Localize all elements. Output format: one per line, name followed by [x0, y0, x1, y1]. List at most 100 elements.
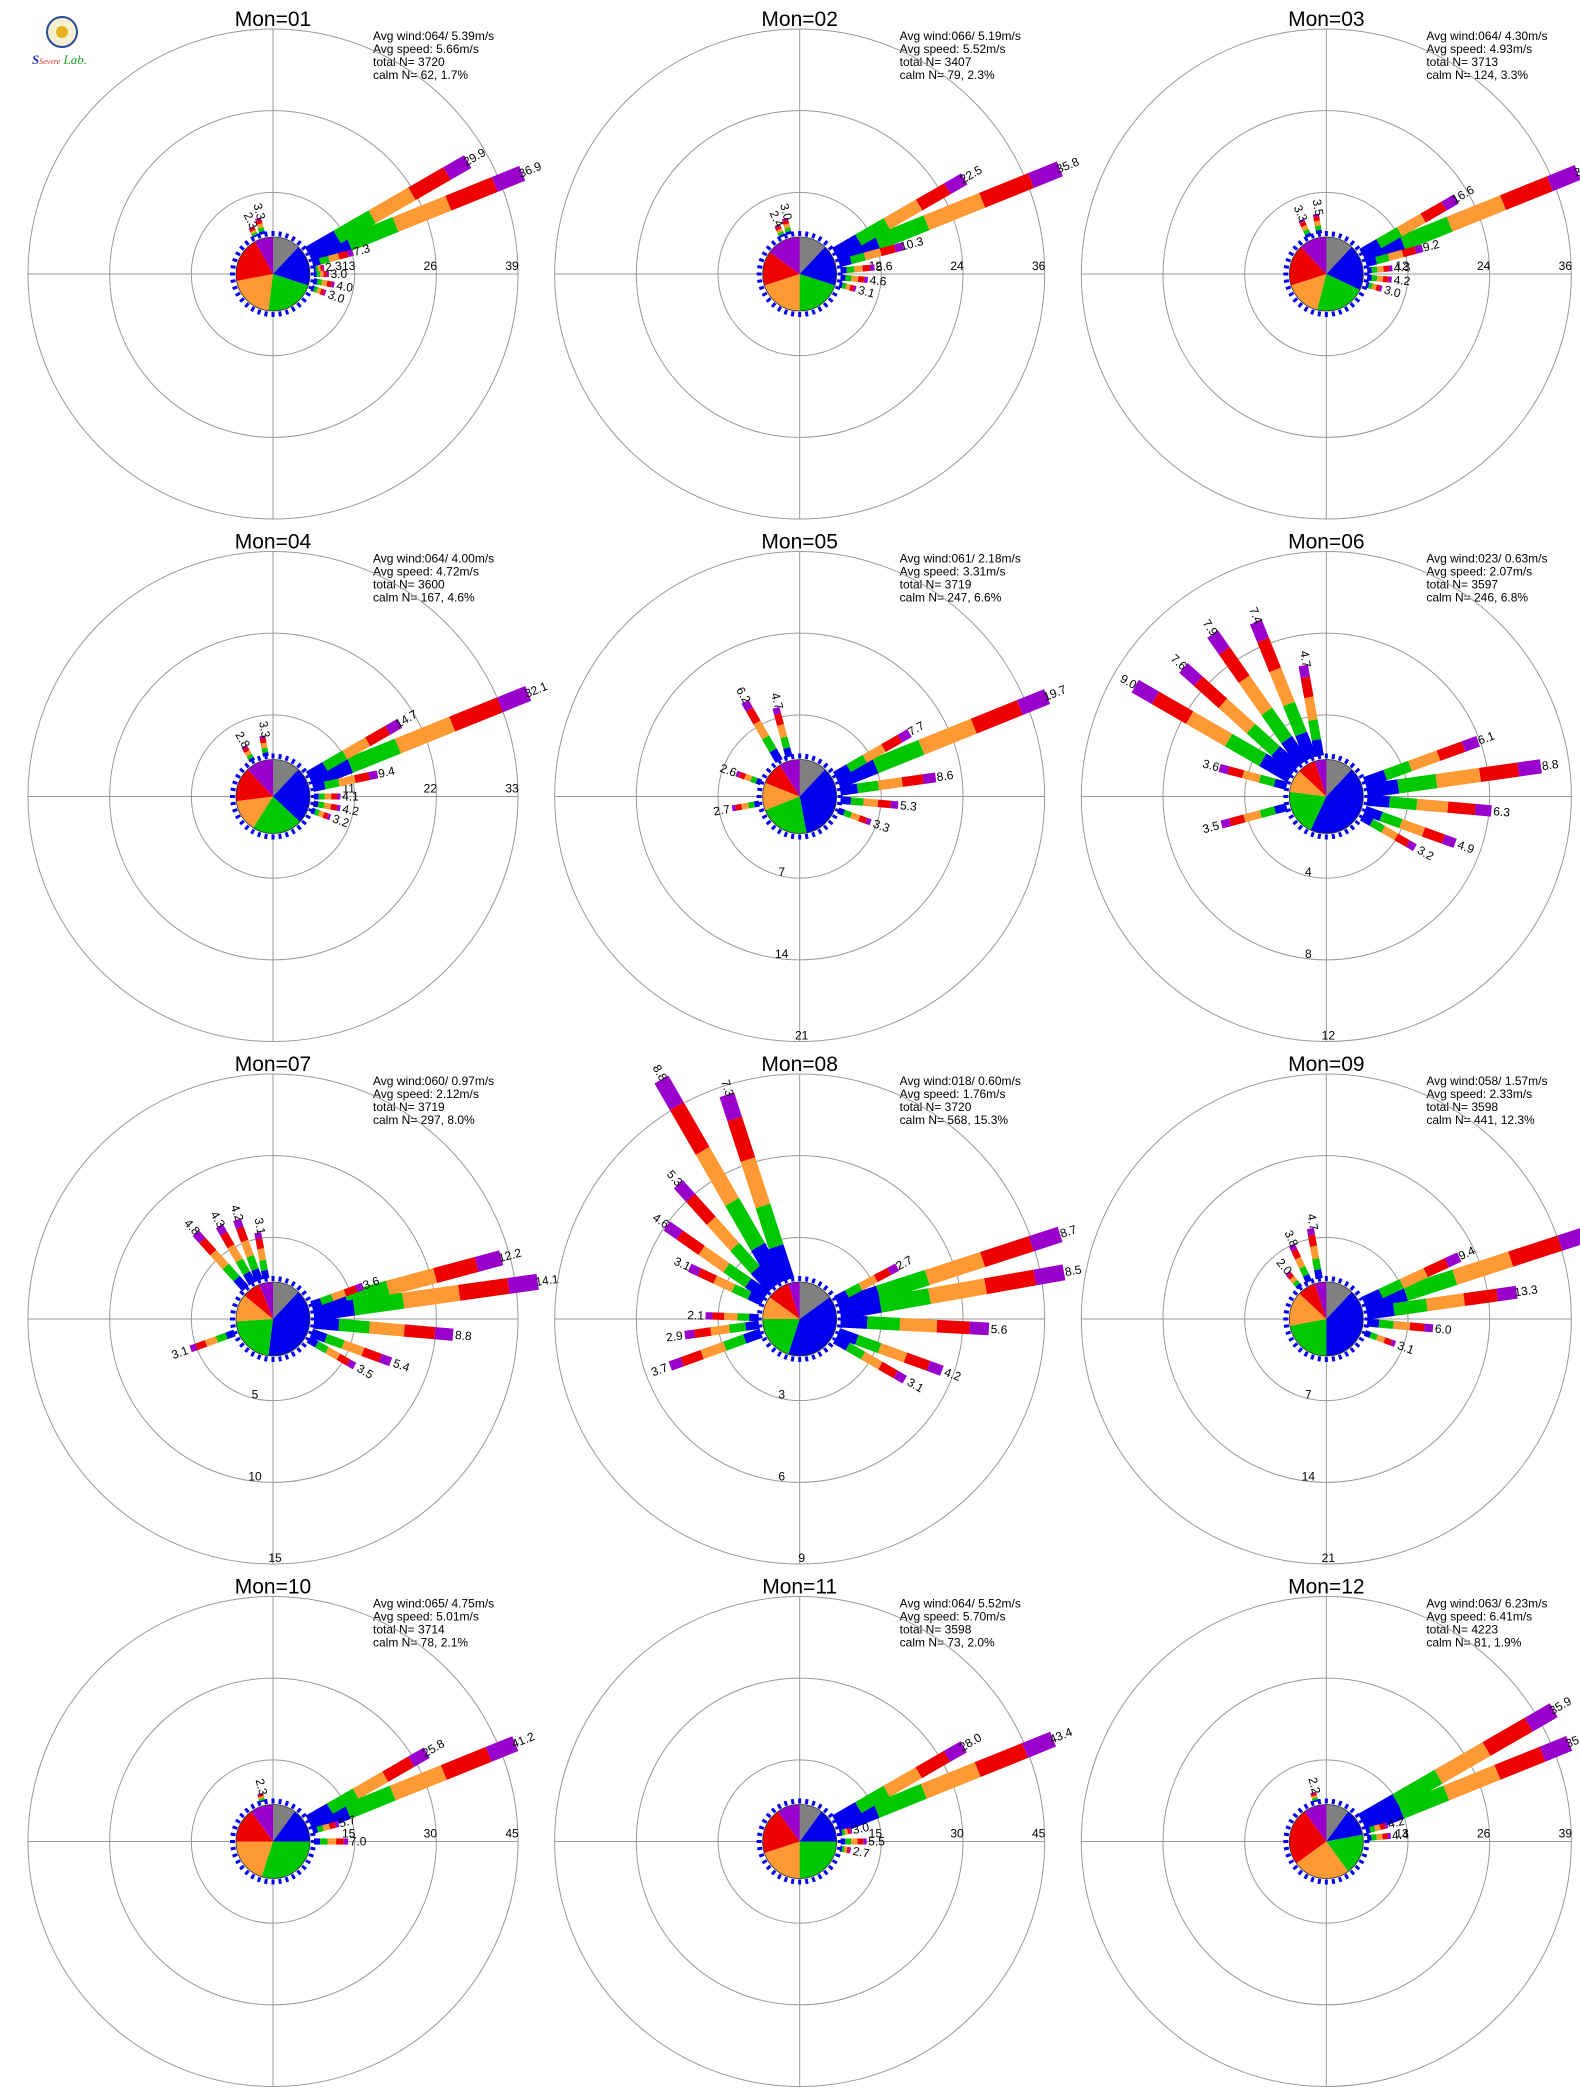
bar-segment	[1435, 767, 1481, 789]
bar-segment	[849, 284, 855, 292]
bar-tick	[1363, 1832, 1369, 1837]
bar-segment	[776, 228, 783, 234]
pie-slice	[236, 1811, 273, 1842]
bar-segment	[317, 810, 325, 818]
bar-segment	[1366, 794, 1391, 808]
bar-tick	[783, 1876, 789, 1883]
bar-segment	[347, 738, 401, 773]
bar-segment	[738, 771, 747, 780]
bar-segment	[195, 1340, 208, 1351]
bar-value-label: 8.7	[1058, 1222, 1079, 1241]
bar-tick	[757, 1310, 763, 1314]
pie-outline	[762, 1804, 838, 1879]
bar-tick	[244, 824, 250, 831]
bar-tick	[1331, 231, 1336, 237]
bar-segment	[943, 1741, 967, 1762]
bar-tick	[827, 297, 834, 303]
bar	[1365, 1822, 1389, 1834]
bar-tick	[1331, 1356, 1336, 1362]
bar-segment	[311, 1826, 319, 1834]
bar-segment	[693, 1327, 712, 1338]
pie-slice	[1289, 1811, 1327, 1864]
ring-label: 12	[1322, 1029, 1336, 1043]
bar-segment	[1474, 803, 1492, 817]
bar	[310, 1282, 365, 1309]
bar-segment	[838, 1296, 882, 1320]
bar-tick	[811, 1800, 816, 1807]
bar	[1362, 736, 1481, 788]
bar-segment	[750, 1265, 777, 1293]
pie-outline	[235, 1804, 311, 1879]
bar-tick	[836, 279, 843, 283]
bar-tick	[1349, 762, 1356, 769]
bar-segment	[249, 227, 256, 232]
bar-segment	[1261, 707, 1292, 744]
bar-tick	[757, 265, 763, 269]
bar-tick	[1344, 1281, 1350, 1287]
bar-tick	[1358, 291, 1365, 297]
ring-label: 6	[778, 1469, 785, 1483]
bar-tick	[1288, 1818, 1295, 1824]
avg-speed-text: Avg speed: 2.33m/s	[1426, 1087, 1532, 1101]
total-n-text: total N= 3713	[1426, 55, 1498, 69]
bar	[192, 1230, 249, 1292]
bar-segment	[258, 1795, 265, 1800]
bar-tick	[757, 1846, 763, 1851]
bar-tick	[761, 1859, 768, 1865]
bar-tick	[811, 1876, 816, 1883]
bar-tick	[1283, 1324, 1290, 1328]
ring-label: 13	[1395, 1827, 1409, 1841]
bar-segment	[1378, 1319, 1394, 1329]
bar-segment	[719, 1092, 742, 1122]
bar-segment	[1302, 1273, 1312, 1284]
bar	[1207, 630, 1309, 767]
bar-tick	[1344, 758, 1350, 765]
bar-tick	[1354, 1342, 1361, 1348]
bar-segment	[1365, 281, 1370, 289]
bar-value-label: 2.7	[852, 1844, 871, 1861]
pie-slice	[799, 247, 837, 286]
pie-slice	[1326, 237, 1352, 274]
bar	[831, 173, 968, 260]
pie-slice	[273, 247, 311, 286]
bar-tick	[1292, 245, 1299, 251]
bar-tick	[232, 1825, 238, 1830]
bar-tick	[783, 309, 789, 315]
bar-tick	[284, 755, 290, 762]
bar-tick	[827, 1864, 834, 1871]
ring-label: 30	[950, 1827, 964, 1841]
bar-tick	[1363, 1846, 1369, 1851]
total-n-text: total N= 4223	[1426, 1623, 1498, 1637]
pie-slice	[1289, 247, 1327, 286]
bar-segment	[1292, 1279, 1301, 1287]
bar-tick	[1288, 251, 1295, 257]
bar	[1366, 1832, 1391, 1841]
bar-segment	[341, 1340, 365, 1356]
bar-segment	[392, 195, 452, 232]
bar	[840, 1314, 990, 1336]
bar-tick	[765, 1812, 772, 1819]
bar-tick	[827, 245, 834, 251]
bar-segment	[743, 1328, 763, 1344]
bar-tick	[235, 291, 241, 297]
bar-tick	[817, 828, 823, 835]
bar-tick	[310, 1832, 316, 1837]
bar-segment	[856, 780, 880, 794]
avg-wind-text: Avg wind:060/ 0.97m/s	[373, 1074, 494, 1088]
bar-segment	[338, 1318, 371, 1334]
bar-value-label: 3.5	[354, 1361, 376, 1382]
bar-tick	[783, 831, 789, 838]
bar-tick	[827, 819, 834, 826]
bar-value-label: 6.0	[1434, 1322, 1452, 1337]
bar-segment	[980, 1236, 1034, 1268]
bar-tick	[804, 1878, 809, 1885]
bar-tick	[1285, 257, 1292, 263]
bar-tick	[1337, 1800, 1343, 1807]
bar-tick	[230, 279, 236, 283]
avg-wind-text: Avg wind:066/ 5.19m/s	[900, 29, 1021, 43]
avg-speed-text: Avg speed: 3.31m/s	[900, 565, 1006, 579]
bar-tick	[250, 1873, 256, 1880]
bar-segment	[1379, 1822, 1386, 1831]
pie-slice	[799, 769, 837, 833]
bar-tick	[301, 767, 307, 774]
